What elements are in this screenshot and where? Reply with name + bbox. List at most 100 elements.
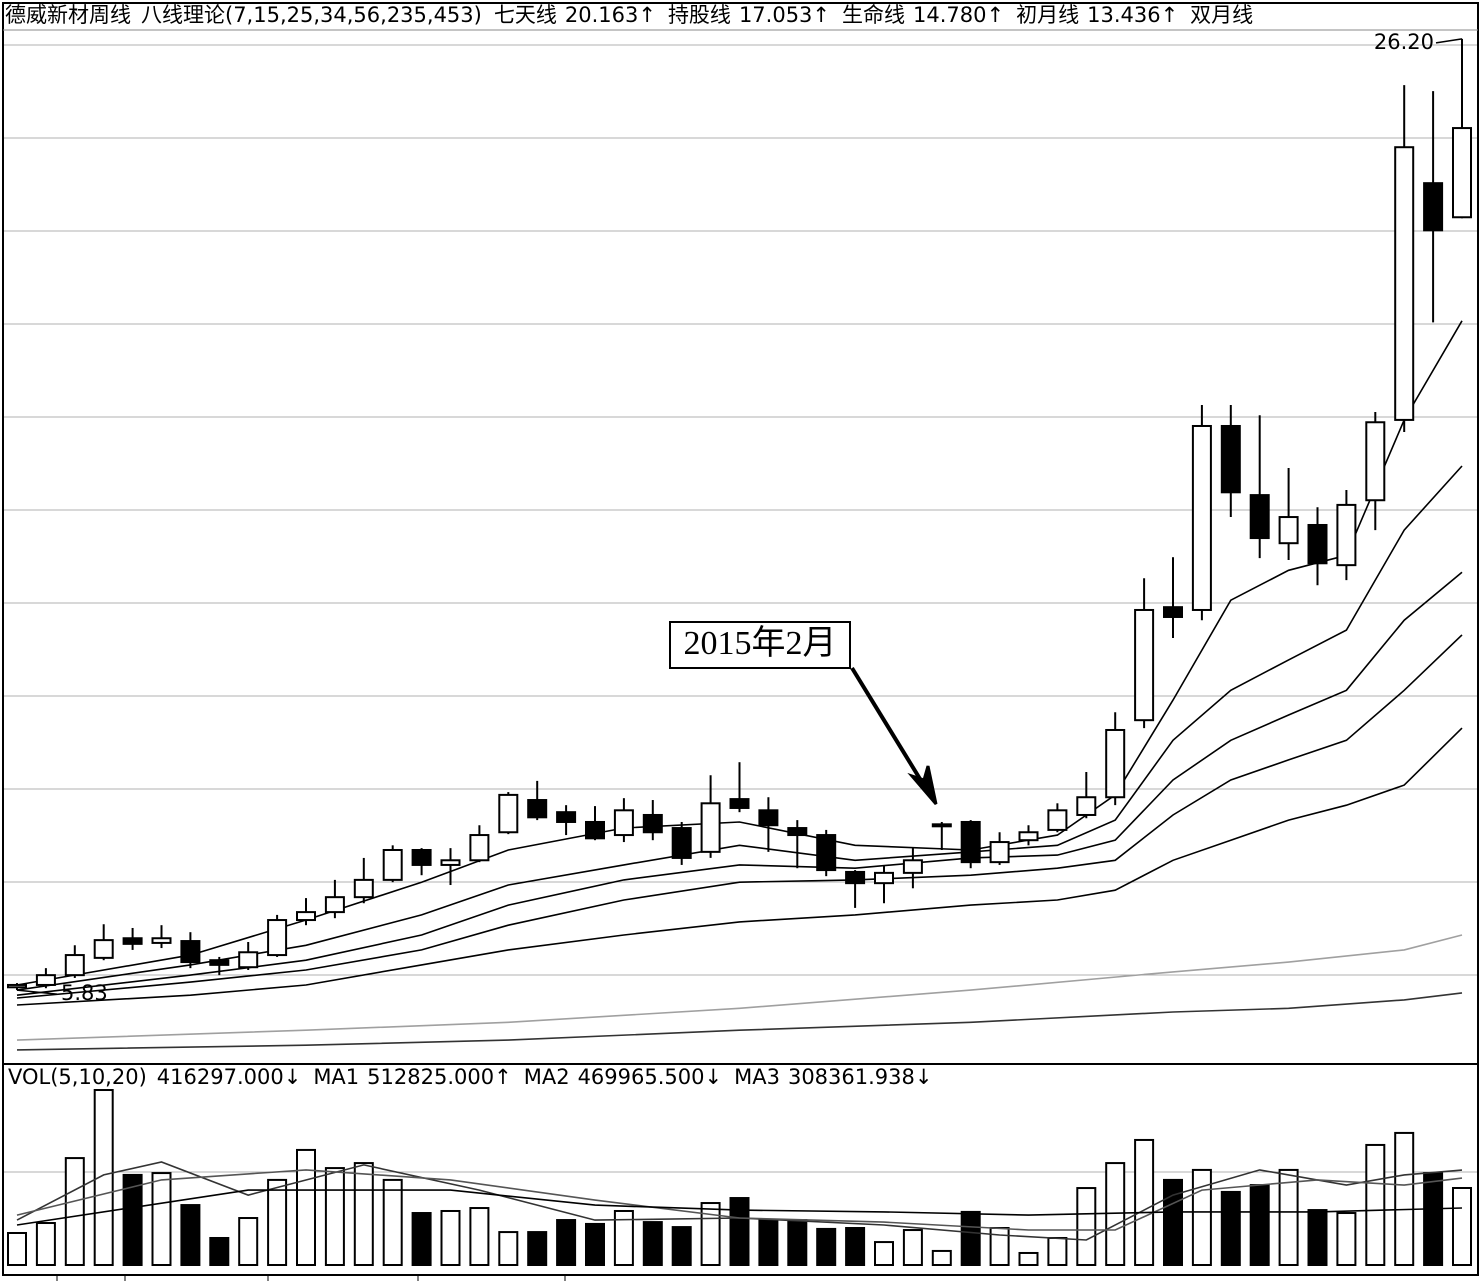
ma-line bbox=[16, 1161, 1463, 1241]
legend-name: 初月线 bbox=[1016, 3, 1079, 27]
volume-bar bbox=[238, 1217, 259, 1267]
volume-bar bbox=[1278, 1168, 1299, 1267]
candle-body bbox=[1018, 831, 1039, 842]
candle-body bbox=[1134, 608, 1155, 722]
volume-bar bbox=[151, 1172, 172, 1266]
ma-line bbox=[16, 1189, 1463, 1226]
legend-value: 14.780↑ bbox=[913, 3, 1004, 27]
candle-body bbox=[527, 799, 548, 819]
min-pointer bbox=[16, 989, 58, 995]
candle-body bbox=[556, 811, 577, 823]
volume-bar bbox=[1047, 1236, 1068, 1266]
volume-bar bbox=[816, 1227, 837, 1266]
volume-bar bbox=[122, 1173, 143, 1266]
candle-body bbox=[1220, 424, 1241, 494]
annotation: 2015年2月 bbox=[669, 621, 938, 805]
legend-value: 469965.500↓ bbox=[578, 1065, 723, 1089]
min-label: 5.83 bbox=[61, 981, 108, 1005]
volume-bar bbox=[902, 1229, 923, 1266]
candle-body bbox=[324, 896, 345, 914]
volume-bar bbox=[671, 1226, 692, 1267]
volume-bar bbox=[729, 1197, 750, 1266]
volume-bar bbox=[642, 1221, 663, 1267]
candle-body bbox=[64, 954, 85, 977]
candle-body bbox=[931, 823, 952, 828]
volume-header: VOL(5,10,20) 416297.000↓ MA1 512825.000↑ MA2… bbox=[8, 1065, 932, 1089]
annotation-box bbox=[669, 621, 851, 669]
ma-line bbox=[16, 1169, 1463, 1231]
volume-bar bbox=[382, 1178, 403, 1266]
candle-body bbox=[1047, 809, 1068, 831]
ma-line bbox=[16, 992, 1463, 1051]
volume-bar bbox=[209, 1236, 230, 1266]
price-header: 德威新材周线 八线理论(7,15,25,34,56,235,453) 七天线 20.1… bbox=[5, 3, 1253, 27]
candle-body bbox=[1423, 182, 1444, 232]
candle-body bbox=[238, 951, 259, 969]
candle-body bbox=[989, 841, 1010, 864]
candle-body bbox=[700, 802, 721, 853]
candle-body bbox=[1163, 606, 1183, 618]
volume-bar bbox=[1336, 1212, 1357, 1267]
candle-body bbox=[382, 848, 403, 881]
candle-body bbox=[1249, 494, 1270, 540]
volume-bar bbox=[931, 1249, 952, 1266]
candle-body bbox=[1076, 796, 1097, 816]
volume-bar bbox=[613, 1209, 634, 1266]
legend-value: 13.436↑ bbox=[1087, 3, 1178, 27]
volume-value: 416297.000↓ bbox=[157, 1065, 302, 1089]
volume-bar bbox=[874, 1241, 894, 1266]
candle-body bbox=[613, 809, 634, 837]
volume-title: VOL(5,10,20) bbox=[8, 1065, 147, 1089]
candle-body bbox=[1452, 127, 1472, 219]
volume-bar bbox=[960, 1210, 981, 1267]
volume-bar bbox=[1307, 1209, 1328, 1267]
annotation-arrow bbox=[850, 666, 930, 794]
volume-bar bbox=[585, 1222, 605, 1266]
candle-body bbox=[1336, 503, 1357, 567]
volume-bar bbox=[700, 1202, 721, 1266]
candle-body bbox=[440, 859, 461, 866]
candle-body bbox=[845, 870, 866, 885]
candle-body bbox=[1394, 146, 1415, 421]
volume-bar bbox=[1191, 1168, 1212, 1267]
x-axis-ticks bbox=[56, 1275, 566, 1281]
candle-body bbox=[729, 798, 750, 809]
candle-body bbox=[296, 911, 316, 922]
arrow-head bbox=[907, 765, 938, 805]
candle-body bbox=[209, 959, 230, 966]
candle-body bbox=[874, 871, 894, 885]
annotation-text: 2015年2月 bbox=[684, 624, 837, 662]
volume-bar bbox=[469, 1207, 490, 1266]
volume-bar bbox=[498, 1231, 519, 1267]
volume-bar bbox=[989, 1227, 1010, 1266]
volume-bar bbox=[440, 1209, 461, 1266]
legend-name: 双月线 bbox=[1190, 3, 1253, 27]
volume-bar bbox=[411, 1212, 432, 1267]
legend-value: 308361.938↓ bbox=[788, 1065, 933, 1089]
chart-title: 德威新材周线 bbox=[5, 3, 131, 27]
volume-bar bbox=[296, 1148, 316, 1266]
max-pointer bbox=[1435, 38, 1463, 44]
candle-body bbox=[7, 983, 27, 989]
candle-body bbox=[585, 820, 605, 840]
volume-bar bbox=[1018, 1251, 1039, 1267]
max-label: 26.20 bbox=[1374, 30, 1434, 54]
candle-body bbox=[758, 809, 779, 827]
volume-bar bbox=[1220, 1190, 1241, 1267]
candle-body bbox=[353, 878, 374, 899]
volume-bar bbox=[527, 1231, 548, 1267]
candle-body bbox=[151, 937, 172, 944]
volume-bar bbox=[1365, 1143, 1386, 1266]
candle-body bbox=[411, 848, 432, 866]
volume-bar bbox=[1076, 1187, 1097, 1267]
ma-line bbox=[16, 727, 1463, 1006]
legend-name: 持股线 bbox=[668, 3, 731, 27]
volume-bar bbox=[845, 1227, 866, 1266]
volume-bar bbox=[267, 1178, 288, 1266]
volume-bar bbox=[758, 1219, 779, 1266]
candle-body bbox=[787, 827, 808, 837]
volume-bar bbox=[1452, 1186, 1472, 1267]
candle-body bbox=[960, 820, 981, 864]
volume-bar bbox=[93, 1089, 114, 1266]
